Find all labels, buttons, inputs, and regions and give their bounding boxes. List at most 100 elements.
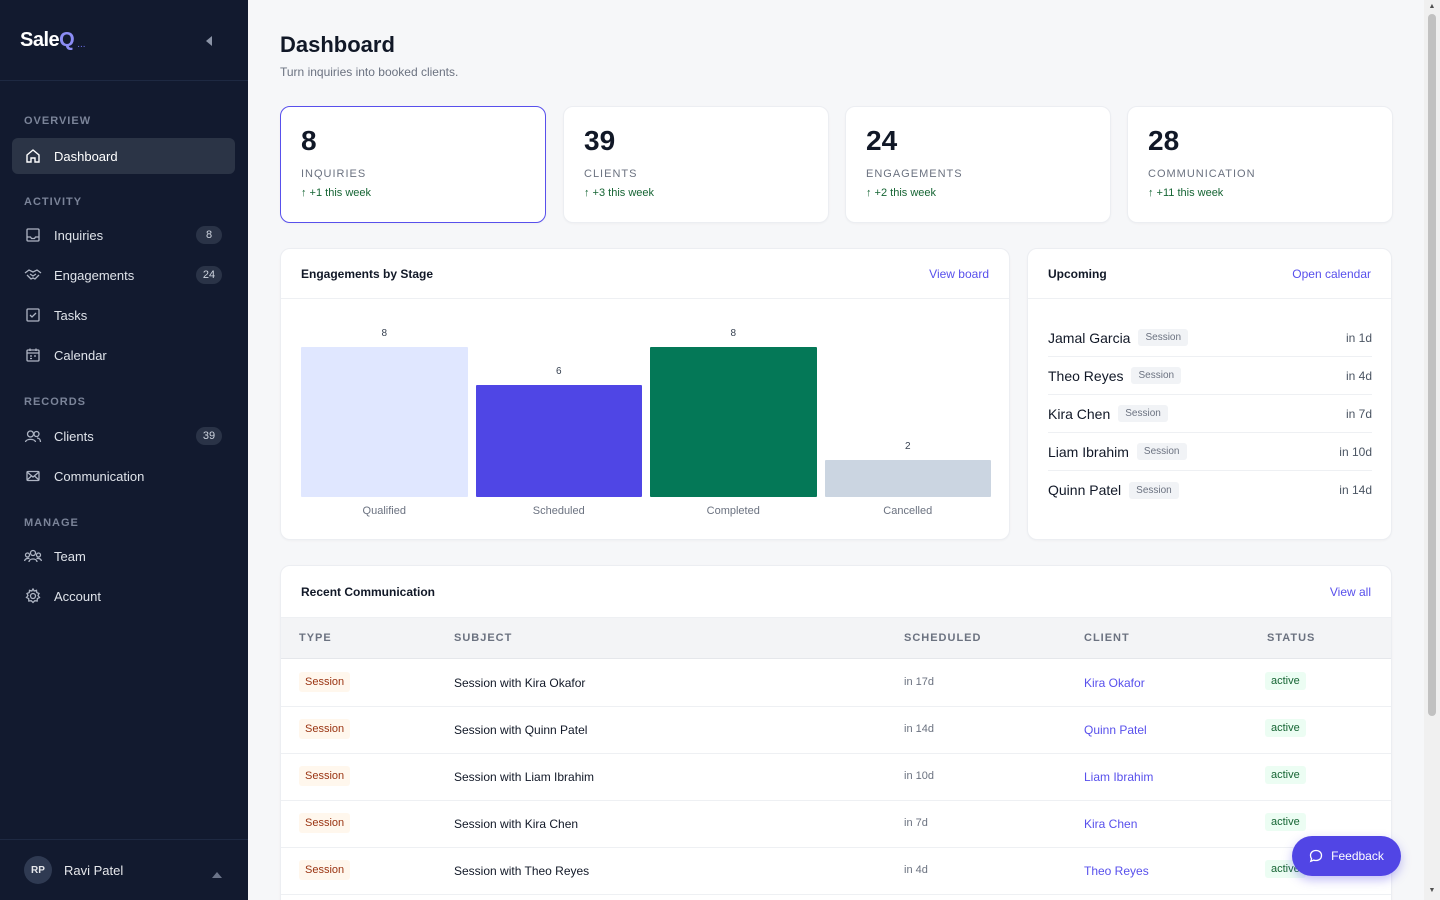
status-badge: active — [1265, 719, 1306, 737]
type-badge: Session — [299, 672, 351, 692]
view-all-link[interactable]: View all — [1329, 584, 1371, 599]
caret-up-icon[interactable] — [212, 865, 222, 883]
sidebar-item-team[interactable]: Team — [12, 538, 235, 574]
upcoming-item[interactable]: Liam Ibrahim Session in 10d — [1048, 433, 1372, 471]
column-header-scheduled[interactable]: SCHEDULED — [904, 632, 982, 644]
stat-label: INQUIRIES — [301, 168, 367, 180]
handshake-icon — [24, 266, 42, 284]
section-records: RECORDS — [24, 396, 87, 408]
table-row[interactable]: Session Session with Liam Ibrahim in 10d… — [281, 754, 1391, 801]
sidebar-item-account[interactable]: Account — [12, 578, 235, 614]
sidebar-item-label: Tasks — [54, 307, 88, 323]
recent-communication-panel: Recent Communication View all TYPE SUBJE… — [280, 565, 1392, 900]
scroll-up-icon[interactable]: ▲ — [1428, 3, 1436, 10]
upcoming-type-tag: Session — [1136, 443, 1187, 460]
bar-category-label: Completed — [706, 505, 760, 517]
column-header-status[interactable]: STATUS — [1267, 632, 1316, 644]
scheduled-cell: in 4d — [904, 864, 928, 876]
chat-bubble-icon — [1309, 849, 1323, 863]
scroll-down-icon[interactable]: ▼ — [1428, 887, 1436, 894]
column-header-subject[interactable]: SUBJECT — [454, 632, 513, 644]
sidebar-item-communication[interactable]: Communication — [12, 458, 235, 494]
stat-value: 8 — [301, 125, 317, 156]
sidebar-item-label: Dashboard — [54, 148, 118, 164]
column-header-client[interactable]: CLIENT — [1084, 632, 1130, 644]
bar-category-label: Qualified — [362, 505, 406, 517]
section-activity: ACTIVITY — [24, 196, 83, 208]
client-link[interactable]: Liam Ibrahim — [1084, 770, 1154, 784]
upcoming-when: in 14d — [1339, 483, 1372, 497]
scrollbar-thumb[interactable] — [1428, 14, 1436, 716]
brand-dots: ... — [77, 38, 86, 50]
collapse-sidebar-icon[interactable] — [200, 32, 218, 50]
upcoming-client-name: Jamal Garcia — [1048, 329, 1131, 346]
open-calendar-link[interactable]: Open calendar — [1292, 266, 1371, 281]
sidebar-item-dashboard[interactable]: Dashboard — [12, 138, 235, 174]
bar-value-label: 8 — [381, 328, 388, 339]
client-link[interactable]: Theo Reyes — [1084, 864, 1149, 878]
stat-label: COMMUNICATION — [1148, 168, 1256, 180]
inquiries-count-badge: 8 — [196, 226, 222, 244]
sidebar-item-tasks[interactable]: Tasks — [12, 297, 235, 333]
subject-cell: Session with Kira Okafor — [454, 676, 586, 690]
upcoming-when: in 7d — [1345, 406, 1372, 421]
sidebar-item-engagements[interactable]: Engagements 24 — [12, 257, 235, 293]
panel-header: Engagements by Stage View board — [281, 249, 1009, 299]
sidebar-item-label: Calendar — [54, 347, 107, 363]
brand-logo[interactable]: SaleQ — [20, 28, 75, 51]
upcoming-client-name: Theo Reyes — [1048, 367, 1124, 384]
bar-completed[interactable] — [650, 347, 817, 497]
status-badge: active — [1265, 813, 1306, 831]
clients-count-badge: 39 — [196, 427, 222, 445]
table-row[interactable]: Session Session with Quinn Patel in 14d … — [281, 707, 1391, 754]
feedback-button[interactable]: Feedback — [1292, 836, 1401, 876]
bar-qualified[interactable] — [301, 347, 468, 497]
table-row[interactable]: Session Session with Kira Chen in 7d Kir… — [281, 801, 1391, 848]
upcoming-item[interactable]: Quinn Patel Session in 14d — [1048, 471, 1372, 509]
stat-label: ENGAGEMENTS — [866, 168, 963, 180]
bar-cancelled[interactable] — [824, 459, 991, 497]
table-row[interactable]: Session Session with Kira Okafor in 17d … — [281, 660, 1391, 707]
stat-value: 24 — [866, 125, 898, 156]
calendar-icon — [24, 346, 42, 364]
stat-label: CLIENTS — [584, 168, 638, 180]
sidebar-item-clients[interactable]: Clients 39 — [12, 418, 235, 454]
sidebar-item-label: Account — [54, 588, 101, 604]
feedback-label: Feedback — [1331, 849, 1384, 863]
avatar: RP — [24, 856, 52, 884]
panel-title: Upcoming — [1048, 266, 1107, 281]
sidebar-item-calendar[interactable]: Calendar — [12, 337, 235, 373]
page-scrollbar[interactable]: ▲ ▼ — [1424, 0, 1440, 900]
type-badge: Session — [299, 766, 351, 786]
upcoming-item[interactable]: Kira Chen Session in 7d — [1048, 395, 1372, 433]
type-badge: Session — [299, 860, 351, 880]
client-link[interactable]: Quinn Patel — [1084, 723, 1147, 737]
team-icon — [24, 547, 42, 565]
upcoming-type-tag: Session — [1138, 329, 1189, 346]
stat-card-inquiries[interactable]: 8 INQUIRIES ↑ +1 this week — [280, 106, 546, 223]
user-menu[interactable]: RP Ravi Patel — [0, 839, 248, 900]
engagements-bar-chart: 8 Qualified 6 Scheduled 8 Completed 2 Cancelled — [301, 299, 991, 539]
checkbox-icon — [24, 306, 42, 324]
upcoming-item[interactable]: Theo Reyes Session in 4d — [1048, 357, 1372, 395]
sidebar-item-inquiries[interactable]: Inquiries 8 — [12, 217, 235, 253]
upcoming-client-name: Quinn Patel — [1048, 482, 1122, 498]
view-board-link[interactable]: View board — [929, 266, 989, 281]
bar-scheduled[interactable] — [475, 384, 642, 497]
stat-delta: ↑ +3 this week — [584, 187, 655, 199]
panel-title: Engagements by Stage — [301, 266, 434, 281]
stat-card-engagements[interactable]: 24 ENGAGEMENTS ↑ +2 this week — [845, 106, 1111, 223]
client-link[interactable]: Kira Chen — [1084, 817, 1138, 831]
section-manage: MANAGE — [24, 517, 79, 529]
table-row[interactable]: Session Session with Theo Reyes in 4d Th… — [281, 848, 1391, 895]
stat-card-communication[interactable]: 28 COMMUNICATION ↑ +11 this week — [1127, 106, 1393, 223]
scheduled-cell: in 10d — [904, 770, 934, 782]
stat-delta: ↑ +11 this week — [1148, 187, 1224, 199]
panel-header: Recent Communication View all — [281, 566, 1391, 618]
upcoming-item[interactable]: Jamal Garcia Session in 1d — [1048, 319, 1372, 357]
sidebar-item-label: Clients — [54, 428, 94, 444]
client-link[interactable]: Kira Okafor — [1084, 676, 1145, 690]
sidebar-item-label: Team — [54, 548, 86, 564]
stat-card-clients[interactable]: 39 CLIENTS ↑ +3 this week — [563, 106, 829, 223]
column-header-type[interactable]: TYPE — [299, 632, 332, 644]
